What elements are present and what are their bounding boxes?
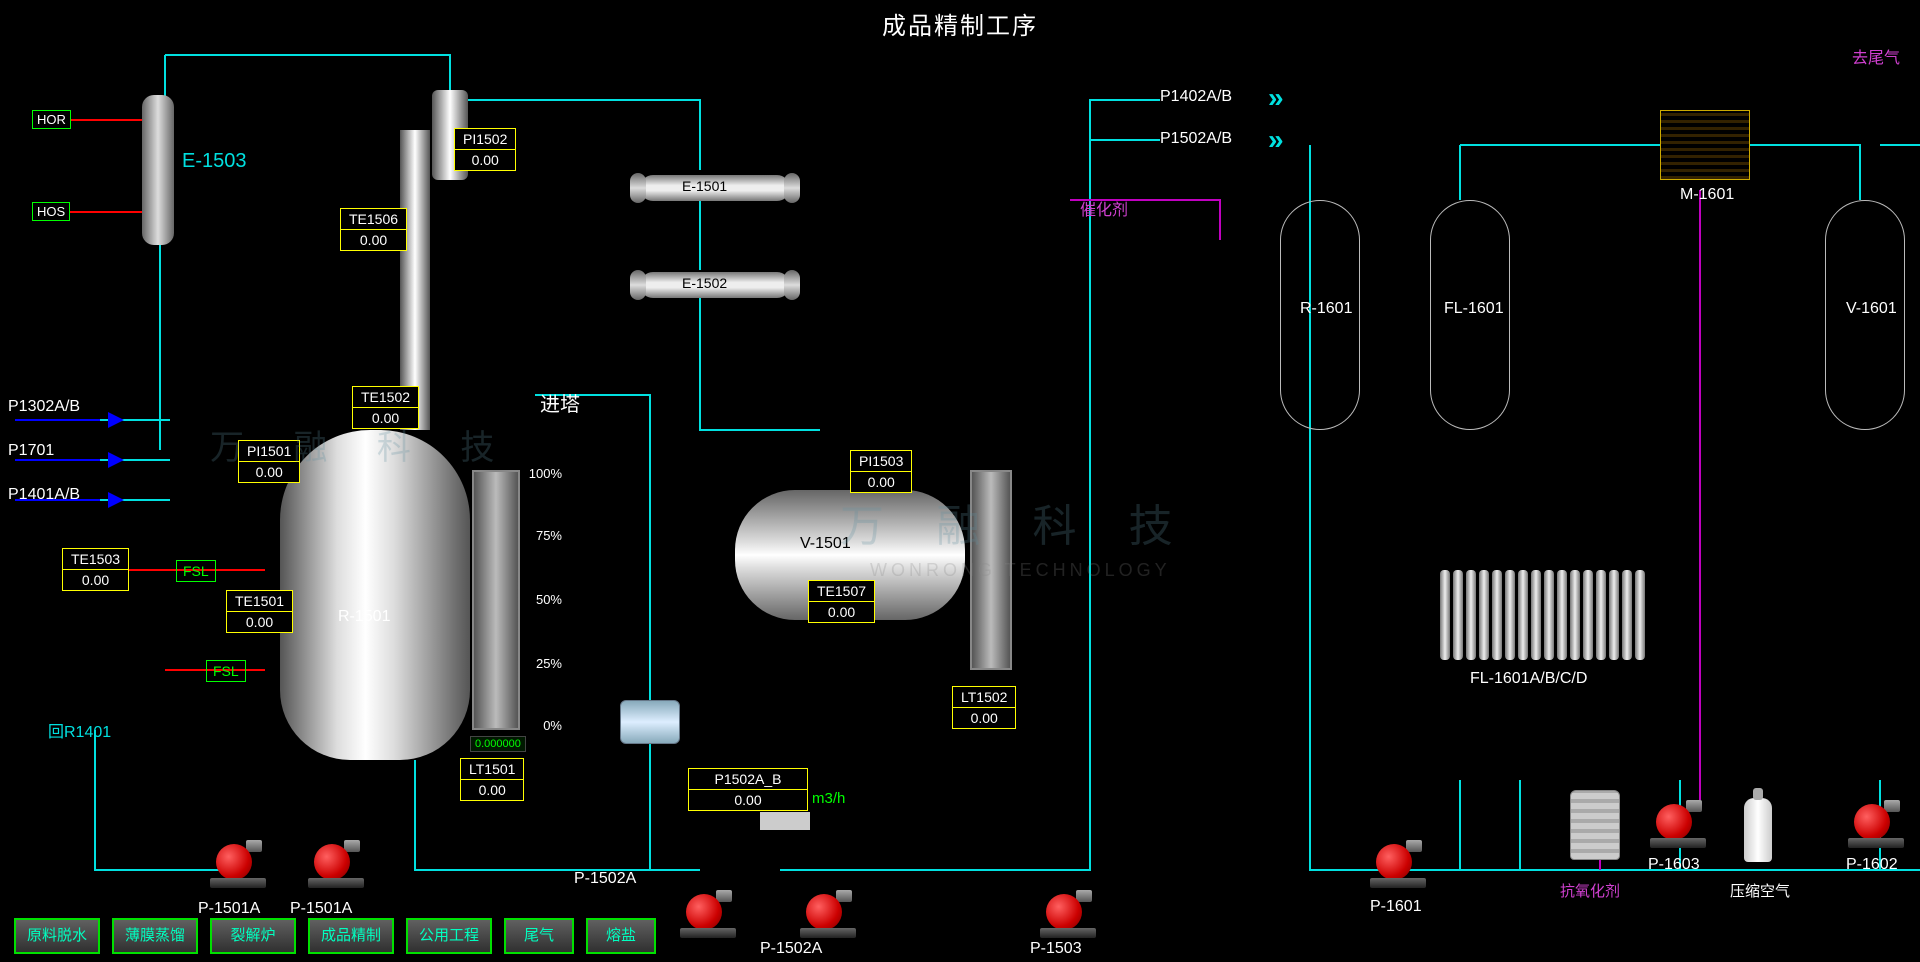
pump-p1602[interactable] <box>1848 800 1904 848</box>
pump-p1502a-1[interactable] <box>680 890 736 938</box>
equip-e1503 <box>142 95 174 245</box>
drum-antioxidant <box>1570 790 1620 860</box>
nav-raw-dehydrate[interactable]: 原料脱水 <box>14 918 100 954</box>
nav-crack-furnace[interactable]: 裂解炉 <box>210 918 296 954</box>
gas-bottle <box>1744 798 1772 862</box>
label-v1601: V-1601 <box>1846 300 1897 318</box>
nav-thin-film[interactable]: 薄膜蒸馏 <box>112 918 198 954</box>
hor-indicator[interactable]: HOR <box>32 110 71 129</box>
pump-p1501a-1[interactable] <box>210 840 266 888</box>
page-title: 成品精制工序 <box>882 6 1038 41</box>
tag-te1502[interactable]: TE1502 0.00 <box>352 386 419 429</box>
label-p1401ab: P1401A/B <box>8 486 80 504</box>
pump-p1603[interactable] <box>1650 800 1706 848</box>
label-p1501a-1: P-1501A <box>198 900 260 918</box>
arrow-icon <box>108 412 124 428</box>
fsl-2[interactable]: FSL <box>206 660 246 682</box>
label-jinta: 进塔 <box>540 388 580 417</box>
label-r1501: R-1501 <box>338 608 390 626</box>
val-lt1501-bar: 0.000000 <box>470 736 526 752</box>
level-gauge-lt1501: 100% 75% 50% 25% 0% <box>472 470 520 730</box>
pump-p1502a-2[interactable] <box>800 890 856 938</box>
label-fl1601: FL-1601 <box>1444 300 1504 318</box>
tag-te1503[interactable]: TE1503 0.00 <box>62 548 129 591</box>
equip-m1601 <box>1660 110 1750 180</box>
unit-m3h: m3/h <box>812 790 845 807</box>
tag-lt1501[interactable]: LT1501 0.00 <box>460 758 524 801</box>
label-hui-r1401: 回R1401 <box>48 718 111 742</box>
tag-te1501[interactable]: TE1501 0.00 <box>226 590 293 633</box>
label-p1502ab: P1502A/B <box>1160 130 1232 148</box>
equip-fl1601abcd <box>1440 570 1645 660</box>
label-p1502a-top: P-1502A <box>574 870 636 888</box>
label-p1502a-bot: P-1502A <box>760 940 822 958</box>
nav-moltensalt[interactable]: 熔盐 <box>586 918 656 954</box>
tag-pi1503[interactable]: PI1503 0.00 <box>850 450 912 493</box>
tag-lt1502[interactable]: LT1502 0.00 <box>952 686 1016 729</box>
nav-tailgas[interactable]: 尾气 <box>504 918 574 954</box>
double-arrow-icon: » <box>1268 82 1276 114</box>
label-compressed-air: 压缩空气 <box>1730 880 1790 901</box>
tag-pi1502[interactable]: PI1502 0.00 <box>454 128 516 171</box>
label-m1601: M-1601 <box>1680 186 1734 204</box>
label-fl1601abcd: FL-1601A/B/C/D <box>1470 670 1587 688</box>
label-e1502: E-1502 <box>682 275 727 291</box>
label-p1302ab: P1302A/B <box>8 398 80 416</box>
fsl-1[interactable]: FSL <box>176 560 216 582</box>
label-e1503: E-1503 <box>182 150 247 173</box>
pump-p1503[interactable] <box>1040 890 1096 938</box>
nav-utility[interactable]: 公用工程 <box>406 918 492 954</box>
label-p1501a-2: P-1501A <box>290 900 352 918</box>
hos-indicator[interactable]: HOS <box>32 202 70 221</box>
label-catalyst: 催化剂 <box>1080 196 1128 220</box>
label-antioxidant: 抗氧化剂 <box>1560 880 1620 901</box>
pump-p1501a-2[interactable] <box>308 840 364 888</box>
arrow-icon <box>108 492 124 508</box>
label-e1501: E-1501 <box>682 178 727 194</box>
label-p1402ab: P1402A/B <box>1160 88 1232 106</box>
flow-meter <box>620 700 680 744</box>
tag-p1502ab[interactable]: P1502A_B 0.00 <box>688 768 808 811</box>
tag-pi1501[interactable]: PI1501 0.00 <box>238 440 300 483</box>
label-p1503: P-1503 <box>1030 940 1082 958</box>
pump-p1601[interactable] <box>1370 840 1426 888</box>
label-p1602: P-1602 <box>1846 856 1898 874</box>
column-stack <box>400 130 430 430</box>
nav-refine[interactable]: 成品精制 <box>308 918 394 954</box>
tag-te1506[interactable]: TE1506 0.00 <box>340 208 407 251</box>
tag-te1507[interactable]: TE1507 0.00 <box>808 580 875 623</box>
bar-indicator <box>760 812 810 830</box>
label-p1603: P-1603 <box>1648 856 1700 874</box>
label-tail-gas: 去尾气 <box>1852 44 1900 68</box>
double-arrow-icon: » <box>1268 124 1276 156</box>
level-gauge-lt1502 <box>970 470 1012 670</box>
arrow-icon <box>108 452 124 468</box>
label-p1601: P-1601 <box>1370 898 1422 916</box>
equip-r1501 <box>280 430 470 760</box>
label-p1701: P1701 <box>8 442 54 460</box>
label-v1501: V-1501 <box>800 535 851 553</box>
label-r1601: R-1601 <box>1300 300 1352 318</box>
